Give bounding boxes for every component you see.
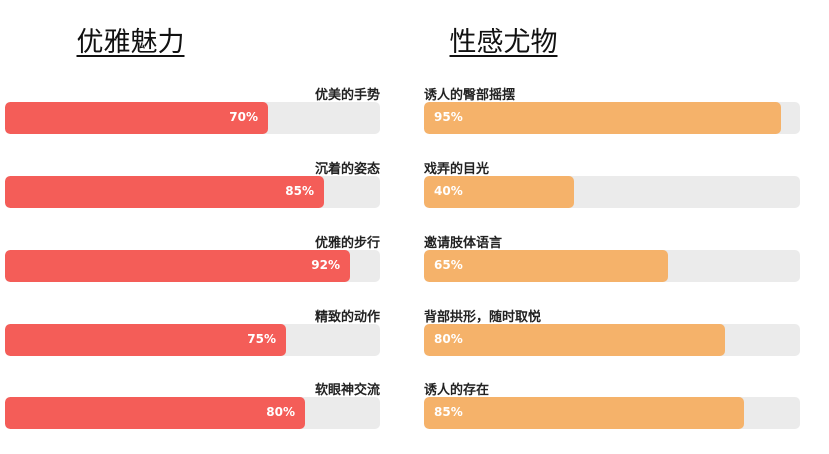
value-label: 80% [434,332,463,346]
bar-track: 85% [5,176,380,208]
bar-row: 软眼神交流 80% [5,379,380,439]
bar-fill: 85% [5,176,324,208]
value-label: 85% [434,405,463,419]
bar-row: 戏弄的目光 40% [424,158,800,218]
bar-track: 80% [424,324,800,356]
bar-row: 诱人的存在 85% [424,379,800,439]
bar-fill: 40% [424,176,574,208]
bar-track: 92% [5,250,380,282]
value-label: 70% [229,110,258,124]
category-label: 邀请肢体语言 [424,236,503,251]
chart-title: 优雅魅力 [76,27,185,58]
bar-track: 80% [5,397,380,429]
value-label: 85% [285,184,314,198]
bar-row: 优雅的步行 92% [5,232,380,292]
category-label: 背部拱形，随时取悦 [424,310,542,325]
bar-fill: 80% [5,397,305,429]
value-label: 92% [311,258,340,272]
value-label: 40% [434,184,463,198]
value-label: 95% [434,110,463,124]
category-label: 优雅的步行 [314,236,380,251]
category-label: 软眼神交流 [314,383,380,398]
bar-track: 95% [424,102,800,134]
bar-row: 背部拱形，随时取悦 80% [424,306,800,366]
category-label: 沉着的姿态 [314,162,380,177]
bar-track: 75% [5,324,380,356]
bar-row: 邀请肢体语言 65% [424,232,800,292]
category-label: 精致的动作 [314,310,380,325]
bar-fill: 70% [5,102,268,134]
bar-fill: 65% [424,250,668,282]
bar-row: 精致的动作 75% [5,306,380,366]
bar-row: 优美的手势 70% [5,84,380,144]
category-label: 戏弄的目光 [424,162,490,177]
bar-fill: 85% [424,397,744,429]
bar-track: 85% [424,397,800,429]
bar-row: 沉着的姿态 85% [5,158,380,218]
value-label: 75% [247,332,276,346]
bar-fill: 92% [5,250,350,282]
bar-fill: 95% [424,102,781,134]
category-label: 诱人的臀部摇摆 [424,88,516,103]
value-label: 80% [266,405,295,419]
chart-title: 性感尤物 [449,27,558,58]
bar-fill: 80% [424,324,725,356]
bar-track: 65% [424,250,800,282]
value-label: 65% [434,258,463,272]
bar-row: 诱人的臀部摇摆 95% [424,84,800,144]
category-label: 诱人的存在 [424,383,490,398]
bar-track: 40% [424,176,800,208]
bar-fill: 75% [5,324,286,356]
bar-track: 70% [5,102,380,134]
category-label: 优美的手势 [314,88,380,103]
